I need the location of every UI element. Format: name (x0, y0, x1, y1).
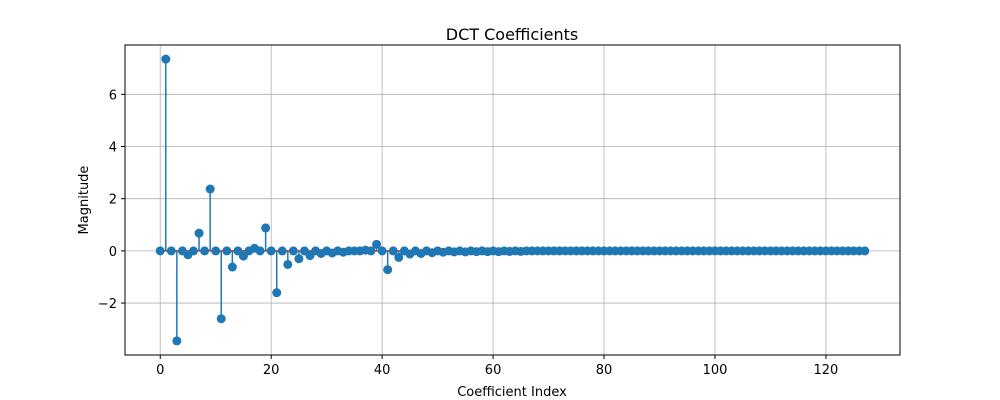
stem-marker (200, 246, 210, 256)
stem-marker (277, 246, 287, 256)
stem-marker (194, 228, 204, 238)
stem-marker (272, 288, 282, 298)
stem-marker (211, 246, 221, 256)
x-tick-label: 60 (485, 363, 502, 378)
stem-marker (222, 246, 232, 256)
plot-frame (124, 44, 901, 356)
stem-marker (366, 246, 376, 256)
y-tick-label: 4 (109, 141, 117, 156)
x-tick-label: 0 (156, 363, 164, 378)
stem-marker (216, 314, 226, 324)
stem-marker (261, 223, 271, 233)
y-tick-label: 2 (109, 193, 117, 208)
stem-marker (189, 246, 199, 256)
x-tick-label: 80 (596, 363, 613, 378)
x-tick-label: 120 (814, 363, 839, 378)
stem-marker (372, 239, 382, 249)
y-tick-label: 6 (109, 88, 117, 103)
x-tick-label: 20 (263, 363, 280, 378)
stem-marker (166, 246, 176, 256)
x-tick-label: 40 (374, 363, 391, 378)
stem-marker (383, 265, 393, 275)
stem-marker (294, 254, 304, 264)
y-tick-label: 0 (109, 245, 117, 260)
stem-marker (394, 252, 404, 262)
stem-marker (388, 246, 398, 256)
stem-marker (227, 262, 237, 272)
stem-marker (860, 246, 870, 256)
chart-title: DCT Coefficients (446, 25, 578, 44)
stem-marker (255, 246, 265, 256)
y-axis-label: Magnitude (77, 166, 92, 235)
stem-marker (172, 336, 182, 346)
y-tick-label: −2 (98, 297, 117, 312)
x-tick-label: 100 (703, 363, 728, 378)
stem-marker (205, 184, 215, 194)
stem-marker (288, 246, 298, 256)
stem-marker (161, 54, 171, 64)
stem-marker (155, 246, 165, 256)
stem-marker (283, 259, 293, 269)
x-axis-label: Coefficient Index (457, 385, 567, 400)
stem-marker (377, 246, 387, 256)
stem-marker (266, 246, 276, 256)
